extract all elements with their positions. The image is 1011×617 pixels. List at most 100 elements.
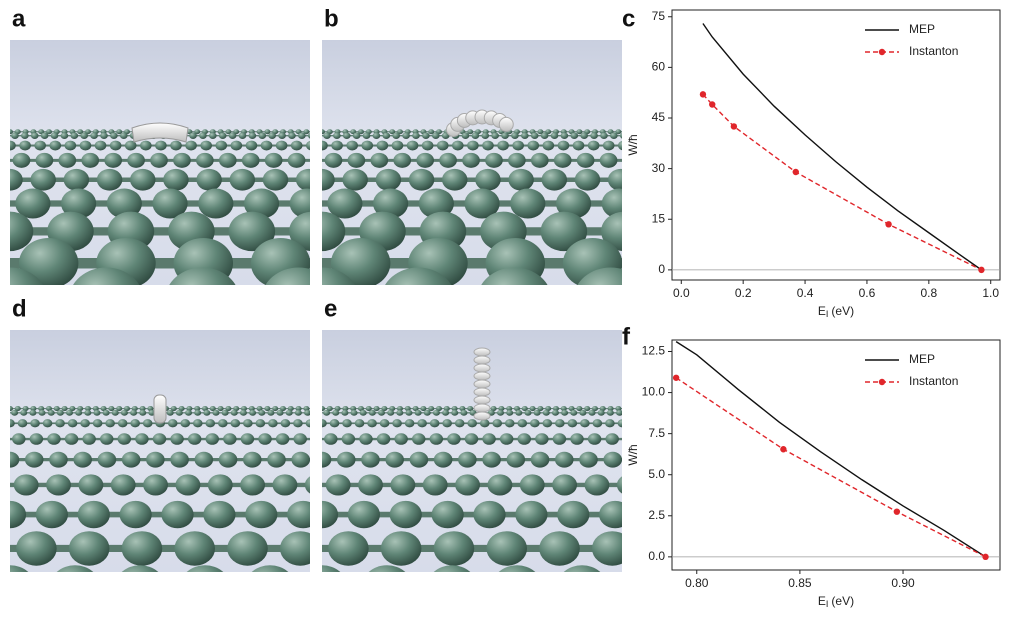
atom <box>442 409 450 416</box>
atom <box>196 168 222 191</box>
atom <box>387 409 395 416</box>
atom <box>166 409 174 416</box>
atom <box>110 474 136 496</box>
atom <box>97 451 117 468</box>
atom <box>455 474 480 496</box>
atom <box>264 152 283 168</box>
data-point <box>780 446 787 453</box>
atom <box>192 419 203 428</box>
atom <box>243 419 253 428</box>
structure-image <box>322 330 672 608</box>
atom <box>129 168 156 191</box>
molecule <box>498 116 514 132</box>
atom <box>411 433 426 445</box>
atom <box>527 140 540 151</box>
atom <box>121 531 163 566</box>
atom <box>377 409 386 416</box>
atom <box>333 132 341 139</box>
atom <box>535 433 549 445</box>
atom <box>416 152 434 168</box>
atom <box>610 132 618 139</box>
panel-label: f <box>622 323 631 350</box>
atom <box>341 433 356 445</box>
atom <box>421 140 434 151</box>
atom <box>99 433 114 445</box>
atom <box>175 474 201 496</box>
atom <box>53 406 60 412</box>
atom <box>521 406 528 412</box>
atom <box>433 531 475 566</box>
atom <box>10 211 34 252</box>
atom <box>287 500 310 529</box>
atom <box>293 433 307 445</box>
atom <box>35 152 54 168</box>
atom <box>555 419 565 428</box>
atom <box>225 129 232 135</box>
atom <box>18 237 79 285</box>
atom <box>102 409 110 416</box>
atom <box>328 531 369 566</box>
atom <box>61 406 68 412</box>
atom <box>542 419 553 428</box>
atom <box>510 188 546 219</box>
data-point <box>893 508 901 515</box>
atom <box>322 565 341 572</box>
atom <box>376 140 389 151</box>
atom <box>396 409 404 416</box>
atom <box>605 433 619 445</box>
atom <box>267 409 275 416</box>
x-axis-label: EI (eV) <box>818 304 854 319</box>
atom <box>436 140 449 151</box>
molecule <box>473 379 491 389</box>
atom <box>67 419 78 428</box>
panel-label: d <box>12 295 27 322</box>
atom <box>397 406 403 412</box>
x-axis-label: EI (eV) <box>818 594 854 609</box>
atom <box>161 500 194 529</box>
atom <box>576 152 595 168</box>
image-content <box>2 330 310 572</box>
y-axis-label: W/ħ <box>626 134 640 155</box>
image-content <box>322 330 672 608</box>
atom <box>567 419 578 428</box>
atom <box>70 132 79 139</box>
atom <box>30 168 56 191</box>
atom <box>530 152 549 168</box>
atom <box>479 419 490 428</box>
atom <box>584 406 591 412</box>
data-point <box>885 221 892 228</box>
atom <box>2 410 9 416</box>
atom <box>428 406 435 412</box>
atom <box>241 152 260 168</box>
molecule <box>473 363 491 373</box>
atom <box>229 168 256 191</box>
atom <box>394 433 408 445</box>
atom <box>615 129 622 135</box>
atom <box>342 168 368 191</box>
atom <box>64 140 77 151</box>
atom <box>77 500 110 529</box>
atom <box>504 419 515 428</box>
atom <box>75 409 83 416</box>
atom <box>260 140 273 151</box>
y-tick-label: 45 <box>652 110 666 124</box>
atom <box>467 419 478 428</box>
atom <box>249 409 257 416</box>
atom <box>467 406 474 412</box>
atom <box>367 419 377 428</box>
atom <box>492 419 503 428</box>
atom <box>258 132 267 139</box>
atom <box>622 565 672 608</box>
atom <box>150 152 168 168</box>
atom <box>10 565 29 572</box>
atom <box>10 140 16 151</box>
atom <box>412 132 420 139</box>
atom <box>406 140 419 151</box>
atom <box>397 129 403 135</box>
image-content <box>322 40 622 285</box>
atom <box>240 433 255 445</box>
atom <box>106 188 142 219</box>
atom <box>110 132 118 139</box>
atom <box>432 409 440 416</box>
atom <box>458 451 477 468</box>
